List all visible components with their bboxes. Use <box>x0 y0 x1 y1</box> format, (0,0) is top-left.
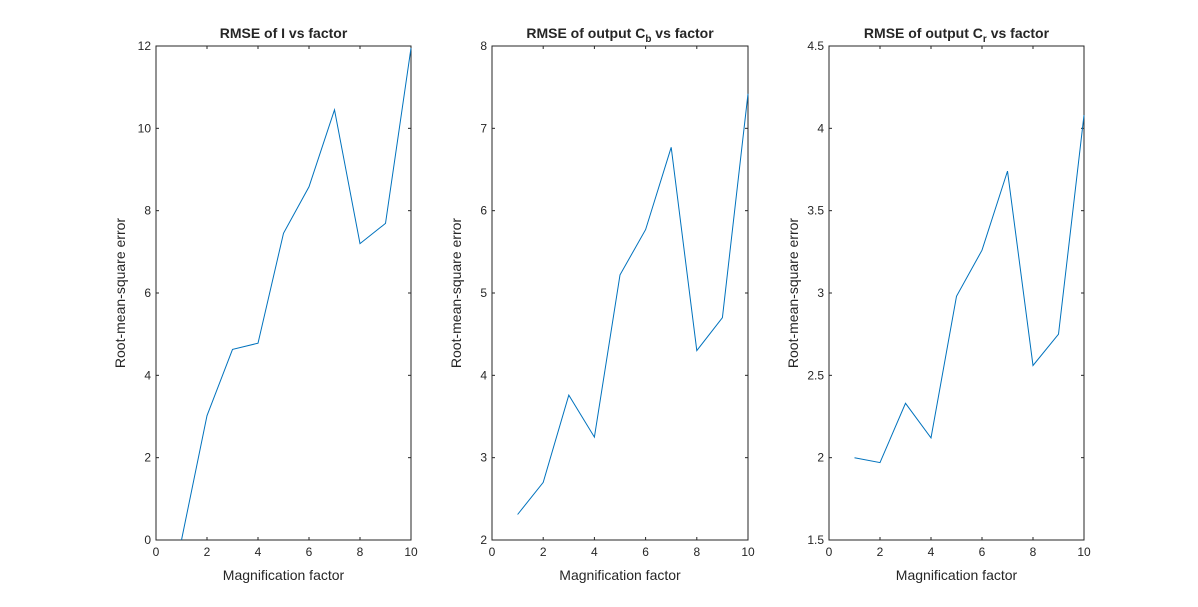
x-tick-label: 8 <box>357 545 364 559</box>
x-tick-label: 4 <box>255 545 262 559</box>
x-tick-label: 10 <box>404 545 418 559</box>
y-tick-label: 7 <box>480 121 487 135</box>
x-tick-label: 6 <box>306 545 313 559</box>
x-tick-label: 2 <box>540 545 547 559</box>
x-axis-label: Magnification factor <box>223 567 345 583</box>
y-tick-label: 3.5 <box>807 204 824 218</box>
axes-box <box>828 45 1085 541</box>
chart-title: RMSE of I vs factor <box>220 25 348 41</box>
y-tick-label: 2 <box>817 451 824 465</box>
title-part: vs factor <box>651 25 714 41</box>
title-part: RMSE of I vs factor <box>220 25 348 41</box>
chart-title: RMSE of output Cb vs factor <box>526 25 714 45</box>
chart-panel-1: 0 2 4 6 8 10 0 2 4 6 8 10 12 RMSE of I vs factor Magni… <box>112 25 418 583</box>
chart-title: RMSE of output Cr vs factor <box>864 25 1050 45</box>
y-axis-label: Root-mean-square error <box>785 218 801 369</box>
x-tick-label: 6 <box>979 545 986 559</box>
x-tick-label: 10 <box>741 545 755 559</box>
x-tick-label: 0 <box>489 545 496 559</box>
series-line <box>181 48 412 541</box>
x-tick-label: 2 <box>877 545 884 559</box>
chart-panel-3: 0 2 4 6 8 10 1.5 2 2.5 3 3.5 4 4.5 RMSE of output Cr … <box>785 25 1091 583</box>
x-axis-label: Magnification factor <box>896 567 1018 583</box>
series-line <box>854 115 1085 464</box>
y-axis-label: Root-mean-square error <box>112 218 128 369</box>
y-tick-label: 0 <box>144 533 151 547</box>
y-tick-label: 10 <box>138 121 152 135</box>
y-tick-label: 6 <box>480 204 487 218</box>
y-tick-label: 4 <box>817 121 824 135</box>
y-tick-label: 3 <box>817 286 824 300</box>
title-part: vs factor <box>987 25 1050 41</box>
x-tick-label: 4 <box>591 545 598 559</box>
title-part: RMSE of output C <box>526 25 645 41</box>
y-tick-label: 2.5 <box>807 368 824 382</box>
title-part: RMSE of output C <box>864 25 983 41</box>
title-subscript: r <box>983 34 987 45</box>
x-tick-label: 8 <box>693 545 700 559</box>
axes-box <box>155 45 412 541</box>
x-tick-label: 10 <box>1077 545 1091 559</box>
y-tick-label: 2 <box>144 451 151 465</box>
axes-box <box>491 45 749 541</box>
x-tick-label: 4 <box>928 545 935 559</box>
y-tick-label: 4 <box>144 368 151 382</box>
y-tick-label: 4 <box>480 368 487 382</box>
x-tick-label: 0 <box>153 545 160 559</box>
x-tick-label: 6 <box>642 545 649 559</box>
x-tick-label: 2 <box>204 545 211 559</box>
x-axis-label: Magnification factor <box>559 567 681 583</box>
y-tick-label: 8 <box>144 204 151 218</box>
y-tick-label: 2 <box>480 533 487 547</box>
x-tick-label: 0 <box>826 545 833 559</box>
y-tick-label: 8 <box>480 39 487 53</box>
y-tick-label: 12 <box>138 39 152 53</box>
x-tick-label: 8 <box>1030 545 1037 559</box>
y-tick-label: 3 <box>480 451 487 465</box>
series-line <box>517 93 749 515</box>
y-tick-label: 4.5 <box>807 39 824 53</box>
y-tick-label: 6 <box>144 286 151 300</box>
y-tick-label: 5 <box>480 286 487 300</box>
y-axis-label: Root-mean-square error <box>448 218 464 369</box>
title-subscript: b <box>645 34 651 45</box>
y-tick-label: 1.5 <box>807 533 824 547</box>
